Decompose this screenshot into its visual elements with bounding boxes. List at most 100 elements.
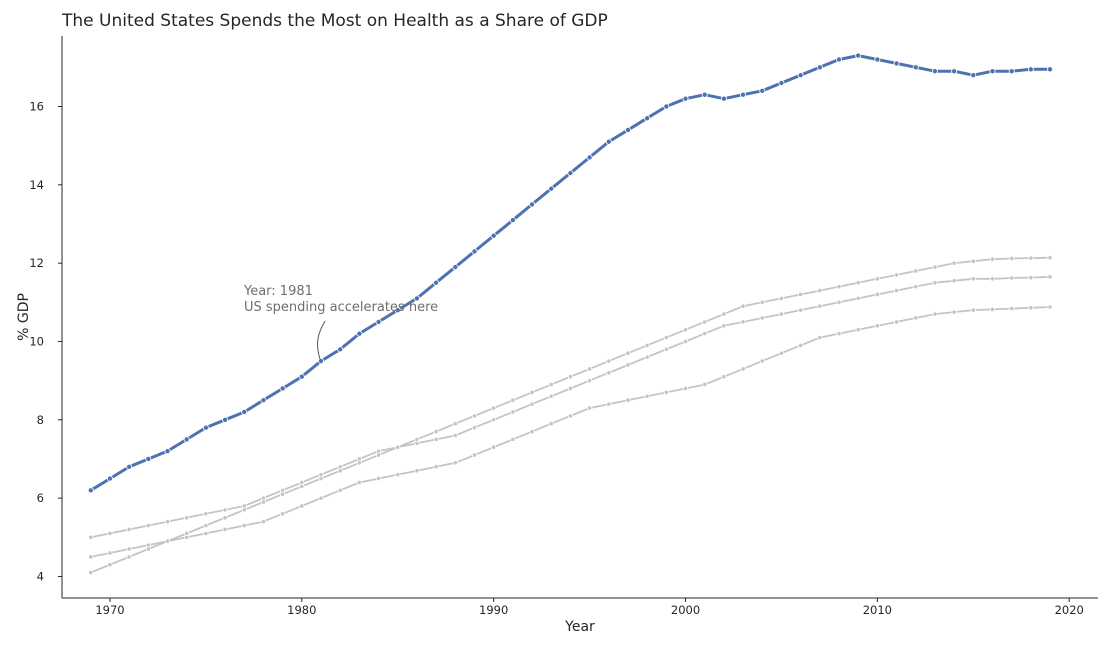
data-point xyxy=(299,483,305,489)
data-point xyxy=(107,562,113,568)
data-point xyxy=(951,68,958,75)
data-point xyxy=(759,315,765,321)
series-comparison-1 xyxy=(88,274,1053,540)
data-point xyxy=(605,138,612,145)
data-point xyxy=(932,264,938,270)
data-point xyxy=(510,436,516,442)
annotation-line-2: US spending accelerates here xyxy=(244,300,438,315)
annotation-line-1: Year: 1981 xyxy=(243,284,313,299)
x-tick-label: 1990 xyxy=(479,603,508,617)
data-point xyxy=(529,428,535,435)
data-point xyxy=(989,68,996,75)
data-point xyxy=(318,495,324,501)
data-point xyxy=(452,421,458,427)
data-point xyxy=(817,334,823,341)
data-point xyxy=(280,491,286,497)
data-point xyxy=(855,327,861,333)
data-point xyxy=(1028,305,1034,311)
data-point xyxy=(931,68,938,75)
data-point xyxy=(413,295,420,302)
data-point xyxy=(778,79,785,86)
data-point xyxy=(682,327,689,333)
series-comparison-2 xyxy=(88,304,1053,560)
series-comparison-3 xyxy=(88,255,1053,576)
data-point xyxy=(893,319,900,325)
data-point xyxy=(126,554,132,560)
data-point xyxy=(798,307,804,313)
data-point xyxy=(433,436,439,442)
data-point xyxy=(932,311,938,317)
data-point xyxy=(893,272,900,278)
data-point xyxy=(318,475,324,482)
y-tick-label: 4 xyxy=(37,569,44,583)
data-point xyxy=(548,421,554,427)
data-point xyxy=(817,303,823,309)
data-point xyxy=(491,444,497,450)
data-point xyxy=(567,170,574,177)
data-point xyxy=(529,201,536,208)
data-point xyxy=(471,413,478,419)
data-point xyxy=(88,569,94,576)
data-point xyxy=(145,522,151,529)
data-point xyxy=(989,306,996,312)
data-point xyxy=(183,436,190,443)
data-point xyxy=(529,401,535,407)
x-ticks: 1970 1980 1990 2000 2010 2020 xyxy=(95,598,1084,617)
data-point xyxy=(625,397,631,403)
data-point xyxy=(644,354,650,360)
y-tick-label: 14 xyxy=(29,178,44,192)
data-point xyxy=(682,338,689,345)
data-point xyxy=(951,309,957,315)
data-point xyxy=(375,318,382,325)
data-point xyxy=(1047,255,1053,261)
data-point xyxy=(414,436,420,442)
data-point xyxy=(164,448,171,455)
data-point xyxy=(836,56,843,63)
data-point xyxy=(317,358,324,365)
chart-title: The United States Spends the Most on Hea… xyxy=(61,11,608,31)
data-point xyxy=(222,507,228,513)
data-point xyxy=(260,519,267,525)
x-axis-label: Year xyxy=(564,619,595,635)
data-point xyxy=(1027,66,1034,73)
data-point xyxy=(740,366,746,372)
data-point xyxy=(855,295,861,301)
data-point xyxy=(471,452,478,458)
data-point xyxy=(394,307,401,314)
data-point xyxy=(836,331,842,337)
data-point xyxy=(701,91,708,98)
data-point xyxy=(970,276,976,282)
data-point xyxy=(1047,66,1054,73)
y-tick-label: 6 xyxy=(37,491,44,505)
data-point xyxy=(375,475,382,482)
data-point xyxy=(932,280,938,286)
data-point xyxy=(356,479,362,486)
y-tick-label: 8 xyxy=(37,413,44,427)
data-point xyxy=(816,64,823,71)
data-point xyxy=(970,72,977,79)
data-point xyxy=(337,468,343,474)
data-point xyxy=(874,323,880,329)
data-point xyxy=(145,455,152,462)
data-point xyxy=(241,507,247,513)
data-point xyxy=(337,346,344,353)
data-point xyxy=(893,60,900,67)
data-point xyxy=(586,405,593,411)
data-point xyxy=(951,260,957,266)
data-point xyxy=(279,385,286,392)
data-point xyxy=(107,530,113,536)
y-tick-label: 16 xyxy=(29,99,44,113)
data-point xyxy=(874,291,880,298)
data-point xyxy=(970,258,976,264)
data-point xyxy=(184,515,190,521)
series-line xyxy=(90,306,1051,558)
data-point xyxy=(203,530,209,536)
data-point xyxy=(1008,68,1015,75)
series-layer xyxy=(87,52,1054,576)
data-point xyxy=(567,374,574,380)
data-point xyxy=(913,315,919,321)
data-point xyxy=(644,342,650,348)
data-point xyxy=(874,276,880,282)
data-point xyxy=(740,319,746,325)
data-point xyxy=(702,331,708,337)
